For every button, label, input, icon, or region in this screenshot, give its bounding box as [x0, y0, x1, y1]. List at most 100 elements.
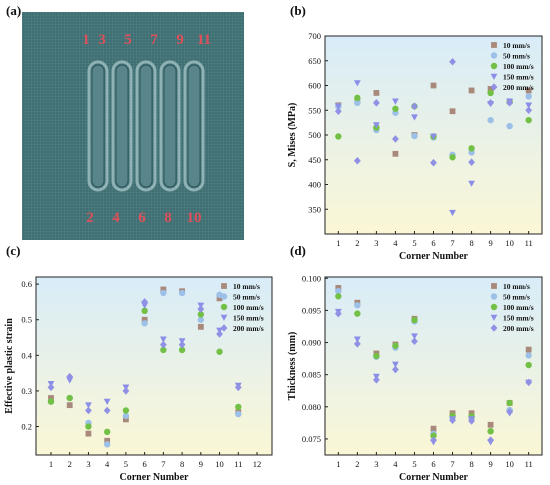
data-point	[411, 333, 418, 340]
data-point	[353, 156, 361, 165]
data-point	[392, 135, 399, 143]
legend-marker	[490, 73, 498, 80]
data-point	[104, 437, 111, 444]
data-point	[506, 400, 513, 406]
data-point	[525, 379, 533, 386]
series-2	[335, 89, 532, 161]
data-point	[430, 82, 437, 89]
panel-label-d: (d)	[290, 243, 306, 258]
data-point	[160, 289, 167, 297]
x-tick-label: 11	[525, 459, 533, 469]
data-point	[103, 441, 111, 448]
data-point	[235, 403, 242, 411]
data-point	[234, 383, 242, 392]
data-point	[48, 395, 54, 401]
data-point	[178, 340, 186, 349]
data-point	[66, 394, 73, 402]
legend-label: 10 mm/s	[503, 282, 530, 291]
x-tick-label: 12	[253, 459, 262, 469]
data-point	[216, 348, 223, 355]
data-point	[354, 299, 361, 306]
data-point	[392, 150, 399, 157]
y-tick-label: 650	[308, 56, 321, 66]
data-point	[449, 410, 456, 417]
data-point	[468, 417, 475, 425]
plot-area	[324, 35, 543, 235]
data-point	[335, 133, 342, 140]
x-tick-label: 1	[336, 238, 340, 248]
legend-label: 50 mm/s	[233, 293, 260, 302]
data-point	[392, 344, 399, 351]
y-tick-label: 0.100	[302, 273, 321, 283]
data-point	[430, 133, 437, 140]
legend-marker	[220, 314, 228, 321]
data-point	[235, 409, 242, 416]
legend-marker	[490, 314, 498, 321]
y-tick-label: 400	[308, 180, 321, 190]
data-point	[159, 340, 167, 349]
legend-label: 10 mm/s	[503, 41, 530, 50]
data-point	[411, 102, 418, 111]
data-point	[506, 399, 513, 407]
x-tick-label: 6	[143, 459, 147, 469]
corner-label-top: 9	[176, 32, 184, 48]
data-point	[430, 425, 437, 432]
data-point	[430, 134, 437, 141]
corner-label-top: 1	[82, 32, 90, 48]
data-point	[373, 124, 380, 131]
data-point	[506, 410, 514, 417]
data-point	[430, 133, 437, 140]
x-tick-label: 2	[68, 459, 72, 469]
data-point	[430, 439, 437, 446]
data-point	[525, 346, 532, 353]
data-point	[468, 158, 475, 167]
data-point	[506, 408, 514, 416]
y-tick-label: 700	[308, 31, 321, 41]
legend-label: 150 mm/s	[503, 314, 534, 323]
data-point	[354, 310, 361, 317]
y-tick-label: 0.095	[302, 305, 321, 315]
data-point	[197, 305, 205, 313]
mesh-channel-1	[87, 60, 109, 192]
data-point	[85, 423, 92, 430]
mesh-channel-3	[135, 60, 157, 192]
x-tick-label: 7	[450, 238, 454, 248]
data-point	[122, 384, 130, 391]
y-tick-label: 0.5	[21, 315, 32, 325]
legend-marker	[490, 83, 498, 91]
legend-marker	[220, 293, 228, 300]
data-point	[372, 99, 380, 107]
mesh-channel-4	[159, 60, 181, 192]
data-point	[506, 99, 514, 107]
y-axis-label: S, Mises (MPa)	[287, 103, 298, 168]
data-point	[353, 80, 361, 87]
data-point	[468, 180, 475, 187]
legend-label: 50 mm/s	[503, 52, 530, 61]
data-point	[449, 209, 456, 217]
mesh-background	[22, 12, 244, 240]
x-tick-label: 5	[412, 238, 416, 248]
data-point	[141, 307, 148, 315]
data-point	[449, 416, 456, 425]
mesh-channel-inner-5	[187, 64, 201, 188]
series-3	[334, 80, 533, 217]
mesh-channel-inner-3	[139, 64, 153, 188]
x-tick-label: 8	[180, 459, 184, 469]
data-point	[487, 116, 494, 124]
data-point	[525, 102, 533, 109]
legend-label: 150 mm/s	[233, 314, 264, 323]
data-point	[66, 372, 74, 381]
data-point	[373, 126, 380, 134]
data-point	[449, 57, 456, 66]
data-point	[487, 439, 495, 446]
x-tick-label: 7	[450, 459, 454, 469]
legend-label: 10 mm/s	[233, 282, 260, 291]
x-tick-label: 9	[199, 459, 203, 469]
data-point	[354, 302, 361, 309]
data-point	[47, 381, 55, 388]
series-0	[335, 82, 532, 157]
data-point	[468, 410, 475, 417]
x-tick-label: 11	[525, 238, 533, 248]
data-point	[334, 107, 342, 116]
data-point	[411, 318, 418, 325]
